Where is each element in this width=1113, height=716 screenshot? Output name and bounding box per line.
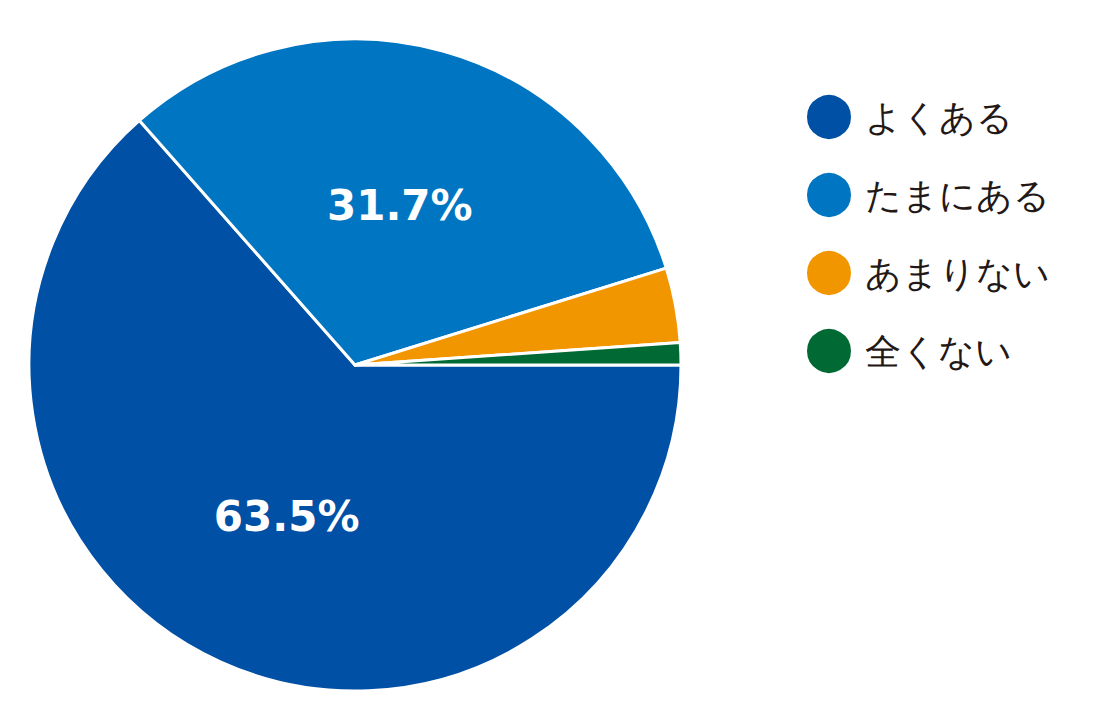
svg-text:31.7%: 31.7% (327, 181, 473, 230)
svg-text:全くない: 全くない (865, 331, 1012, 372)
svg-text:たまにある: たまにある (865, 175, 1050, 216)
svg-text:あまりない: あまりない (865, 253, 1050, 294)
svg-text:63.5%: 63.5% (214, 492, 360, 541)
svg-text:よくある: よくある (865, 97, 1013, 138)
